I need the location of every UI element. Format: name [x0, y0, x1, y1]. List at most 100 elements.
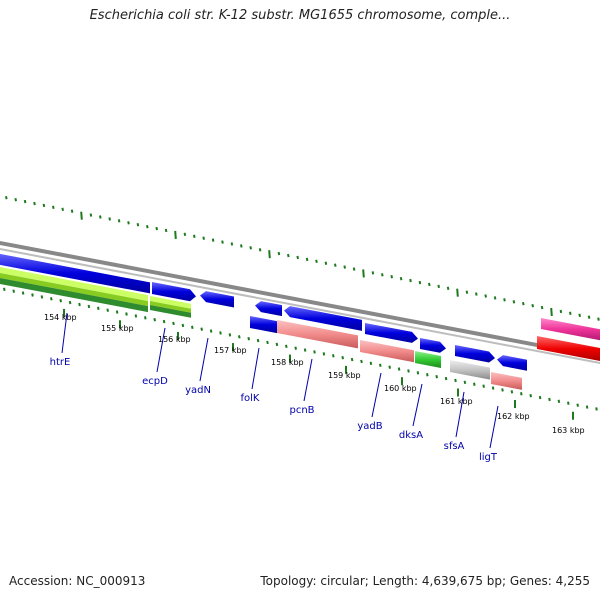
- inner-tick: [435, 374, 438, 379]
- outer-tick: [399, 276, 403, 281]
- inner-tick: [200, 327, 203, 331]
- gene-label-ecpD: ecpD: [142, 376, 168, 387]
- gene-block: [250, 316, 277, 334]
- ruler-label: 162 kbp: [497, 412, 530, 421]
- inner-tick: [322, 352, 326, 356]
- outer-tick: [456, 288, 459, 297]
- inner-tick: [585, 405, 589, 409]
- gene-leader-line: [61, 312, 68, 354]
- track-stripe: [0, 266, 148, 302]
- outer-tick: [155, 226, 158, 231]
- outer-tick: [475, 292, 478, 296]
- track-stripe: [150, 296, 191, 309]
- outer-tick: [531, 303, 534, 308]
- outer-tick: [540, 305, 544, 310]
- outer-tick: [183, 232, 187, 237]
- ruler-label: 160 kbp: [384, 384, 417, 393]
- outer-tick: [343, 265, 346, 269]
- inner-tick: [115, 310, 119, 314]
- rrna-block: [491, 372, 522, 390]
- outer-tick: [258, 248, 262, 252]
- ruler-label: 158 kbp: [271, 358, 304, 367]
- map-title: Escherichia coli str. K-12 substr. MG165…: [89, 8, 511, 23]
- inner-tick: [59, 299, 62, 303]
- gene-leader-line: [412, 383, 423, 427]
- outer-tick: [503, 298, 506, 302]
- inner-tick: [426, 373, 429, 377]
- inner-tick: [219, 331, 222, 335]
- outer-tick: [240, 244, 243, 248]
- track-stripe: [150, 301, 191, 313]
- gene-leader-line: [251, 347, 260, 390]
- outer-tick: [193, 234, 196, 238]
- ruler-label: 159 kbp: [328, 371, 361, 380]
- gene-arrow: [497, 355, 527, 371]
- gene-leader-line: [199, 337, 209, 382]
- outer-tick: [305, 257, 309, 262]
- outer-tick: [70, 209, 74, 213]
- outer-tick: [23, 199, 27, 204]
- ruler-label: 156 kbp: [158, 335, 191, 344]
- inner-tick: [303, 348, 307, 352]
- phage-block: [541, 318, 600, 341]
- gene-label-htrE: htrE: [50, 357, 71, 368]
- inner-tick: [595, 407, 598, 411]
- gene-arrow: [152, 282, 196, 302]
- inner-tick: [360, 359, 363, 364]
- outer-tick: [5, 196, 8, 200]
- inner-tick: [397, 367, 401, 371]
- outer-tick: [587, 315, 591, 319]
- inner-tick: [97, 306, 100, 310]
- inner-tick: [238, 335, 241, 339]
- outer-tick: [249, 246, 252, 250]
- gene-leader-line: [489, 405, 499, 449]
- inner-tick: [228, 333, 232, 337]
- inner-tick: [407, 369, 410, 373]
- outer-tick: [136, 223, 140, 227]
- inner-tick: [125, 312, 128, 316]
- outer-tick: [61, 207, 64, 211]
- inner-tick: [209, 329, 213, 333]
- outer-tick: [146, 224, 149, 229]
- outer-tick: [127, 221, 130, 225]
- outer-tick: [80, 211, 83, 220]
- inner-tick: [162, 319, 166, 324]
- inner-tick: [510, 390, 514, 394]
- outer-tick-ring: [5, 196, 600, 321]
- other-feature-block: [450, 360, 490, 380]
- outer-tick: [409, 278, 412, 283]
- gene-leader-line: [371, 372, 382, 418]
- outer-tick: [296, 255, 299, 260]
- outer-tick: [569, 311, 572, 316]
- rrna-block: [277, 320, 358, 349]
- outer-tick: [512, 300, 516, 304]
- inner-tick: [68, 300, 72, 305]
- outer-tick: [89, 213, 93, 217]
- outer-tick: [493, 296, 497, 300]
- outer-tick: [362, 269, 365, 278]
- inner-tick: [153, 317, 156, 322]
- mobile-element-block: [537, 336, 600, 361]
- ruler-label: 154 kbp: [44, 313, 77, 322]
- outer-tick: [371, 271, 375, 275]
- inner-tick: [529, 393, 532, 398]
- outer-tick: [578, 313, 581, 317]
- gene-arrow: [255, 301, 282, 317]
- outer-tick: [268, 250, 271, 259]
- inner-tick: [87, 304, 91, 309]
- outer-tick: [33, 201, 36, 206]
- inner-tick: [379, 363, 382, 367]
- inner-tick: [416, 371, 420, 375]
- outer-tick: [352, 267, 356, 271]
- inner-tick: [181, 323, 185, 328]
- genome-summary-text: Topology: circular; Length: 4,639,675 bp…: [260, 574, 590, 588]
- outer-tick: [52, 205, 55, 210]
- outer-tick: [230, 242, 234, 246]
- outer-tick: [550, 307, 553, 317]
- inner-tick: [31, 293, 34, 297]
- ruler-label: 157 kbp: [214, 346, 247, 355]
- outer-tick: [465, 290, 469, 294]
- gene-label-ligT: ligT: [479, 452, 498, 463]
- inner-tick: [482, 384, 485, 388]
